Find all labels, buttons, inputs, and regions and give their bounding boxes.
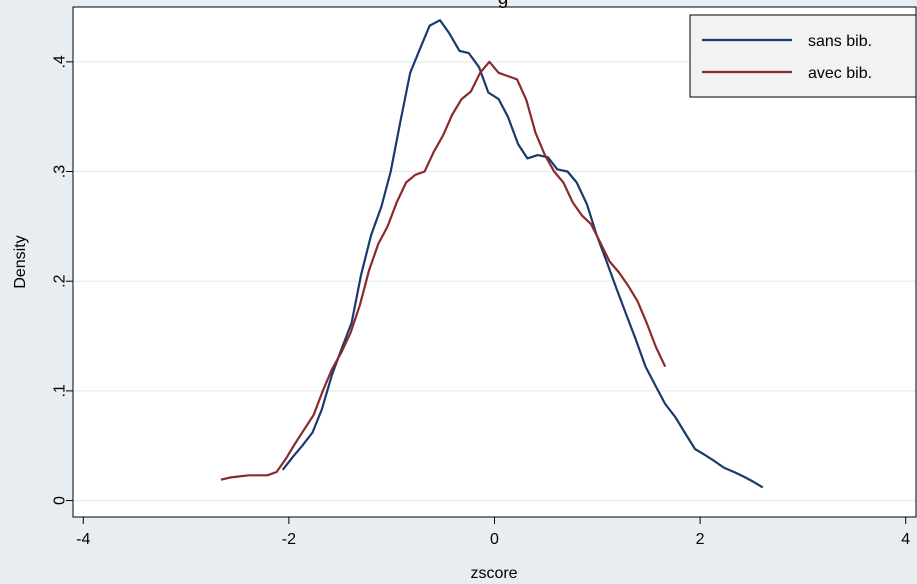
gridlines [73,61,916,502]
series-lines [220,19,764,489]
series-line-1 [281,19,764,489]
y-axis-label: Density [12,235,29,288]
y-axis: 0 .1 .2 .3 .4 [52,55,73,505]
x-tick-label: -2 [282,531,296,548]
x-tick-label: -4 [76,531,90,548]
y-tick-label: .2 [52,274,69,287]
chart-title: g [498,0,509,9]
x-tick-label: 4 [901,531,910,548]
legend: sans bib. avec bib. [689,14,917,98]
series-line-2 [220,60,667,481]
legend-box [689,14,917,98]
x-axis: -4 -2 0 2 4 [76,517,910,548]
legend-label-1: sans bib. [808,33,872,50]
y-tick-label: 0 [52,496,69,505]
x-tick-label: 2 [696,531,705,548]
y-tick-label: .1 [52,384,69,397]
legend-label-2: avec bib. [808,65,872,82]
x-tick-label: 0 [490,531,499,548]
y-tick-label: .4 [52,55,69,68]
x-axis-label: zscore [470,565,517,582]
y-tick-label: .3 [52,165,69,178]
